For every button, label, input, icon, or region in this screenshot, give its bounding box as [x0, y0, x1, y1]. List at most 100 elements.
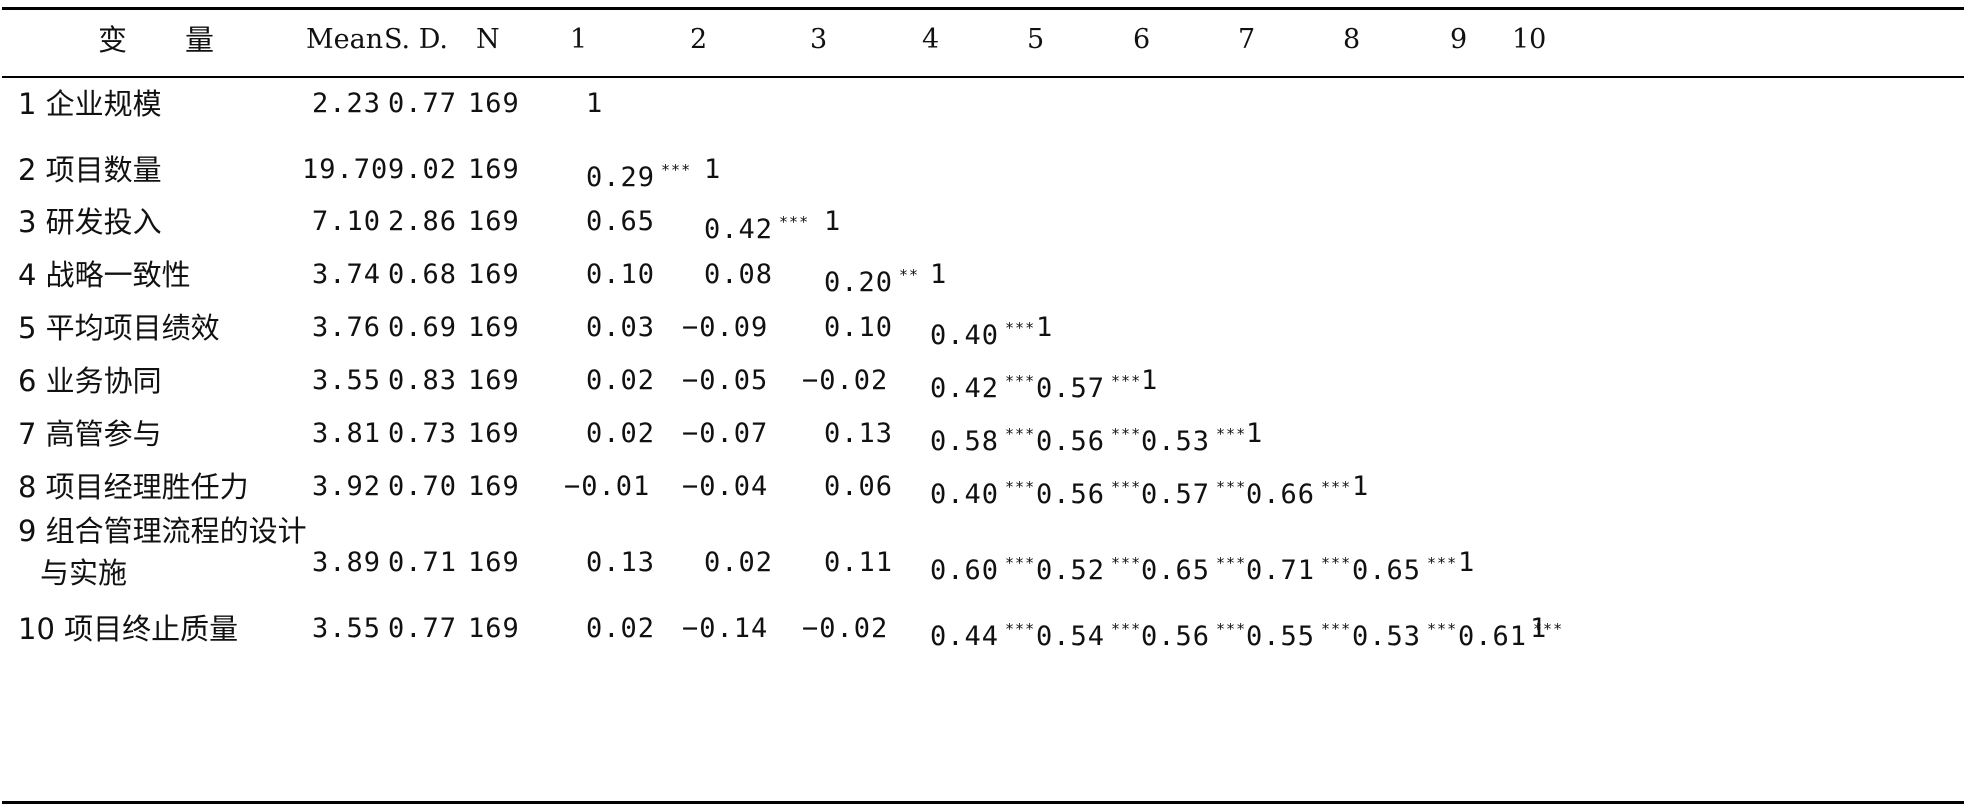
correlation-cell: 0.44 *** [930, 613, 1035, 653]
significance-marker: *** [1005, 554, 1036, 572]
significance-marker: *** [1005, 372, 1036, 390]
correlation-cell: 0.02 [586, 365, 655, 397]
significance-marker: *** [1111, 620, 1142, 638]
correlation-value: −0.09 [682, 312, 769, 343]
correlation-value: 0.44 [930, 621, 1000, 652]
row-label: 9 组合管理流程的设计 与实施 [18, 510, 307, 594]
header-col-4: 4 [922, 24, 940, 55]
correlation-cell: 0.02 [704, 547, 773, 579]
n-value: 169 [468, 613, 520, 644]
header-col-9: 9 [1450, 24, 1468, 55]
correlation-cell: 0.65 *** [1352, 547, 1457, 587]
header-col-1: 1 [570, 24, 588, 55]
significance-marker: *** [1321, 478, 1352, 496]
correlation-value: 0.42 [930, 373, 1000, 404]
correlation-value: 0.06 [824, 471, 894, 502]
significance-marker: *** [1005, 319, 1036, 337]
sd-value: 0.70 [388, 471, 458, 502]
correlation-value: 0.02 [704, 547, 774, 578]
sd-value: 0.69 [388, 312, 458, 343]
correlation-value: 1 [930, 259, 948, 290]
mean-value: 3.55 [312, 613, 382, 644]
row-label: 10 项目终止质量 [18, 612, 239, 646]
correlation-value: 0.56 [1141, 621, 1211, 652]
n-value: 169 [468, 206, 520, 237]
correlation-cell: 0.58 *** [930, 418, 1035, 458]
correlation-value: 0.29 [586, 162, 656, 193]
row-label: 6 业务协同 [18, 364, 162, 398]
mean-value: 3.76 [312, 312, 382, 343]
correlation-value: 0.10 [824, 312, 894, 343]
significance-marker: *** [1111, 478, 1142, 496]
correlation-cell: 0.57 *** [1141, 471, 1246, 511]
bottom-rule [2, 801, 1964, 804]
correlation-cell: 0.02 [586, 613, 655, 645]
row-label: 8 项目经理胜任力 [18, 470, 249, 504]
correlation-cell: 1 [1141, 365, 1158, 397]
correlation-cell: 0.06 [824, 471, 893, 503]
mean-value: 7.10 [312, 206, 382, 237]
significance-marker: *** [1427, 554, 1458, 572]
significance-marker: *** [1216, 620, 1247, 638]
correlation-value: 0.02 [586, 418, 656, 449]
correlation-cell: 0.02 [586, 418, 655, 450]
correlation-value: 0.02 [586, 613, 656, 644]
correlation-value: 1 [1458, 547, 1476, 578]
n-value: 169 [468, 312, 520, 343]
correlation-value: 1 [824, 206, 842, 237]
correlation-value: 0.53 [1352, 621, 1422, 652]
correlation-value: 1 [1352, 471, 1370, 502]
mean-value: 3.74 [312, 259, 382, 290]
correlation-cell: 0.03 [586, 312, 655, 344]
correlation-value: −0.04 [682, 471, 769, 502]
header-col-7: 7 [1238, 24, 1256, 55]
correlation-value: 0.60 [930, 555, 1000, 586]
sd-value: 0.77 [388, 613, 458, 644]
correlation-cell: 1 [1530, 613, 1547, 645]
n-value: 169 [468, 88, 520, 119]
correlation-value: 1 [1530, 613, 1548, 644]
correlation-value: −0.02 [802, 365, 889, 396]
significance-marker: *** [1216, 425, 1247, 443]
correlation-cell: 0.71 *** [1246, 547, 1351, 587]
correlation-cell: 1 [704, 154, 721, 186]
header-sd: S. D. [384, 24, 448, 55]
correlation-value: 0.02 [586, 365, 656, 396]
correlation-value: 0.54 [1036, 621, 1106, 652]
significance-marker: *** [1111, 554, 1142, 572]
correlation-value: 0.08 [704, 259, 774, 290]
correlation-cell: 0.52 *** [1036, 547, 1141, 587]
correlation-value: 1 [1246, 418, 1264, 449]
correlation-cell: 0.13 [586, 547, 655, 579]
header-col-6: 6 [1133, 24, 1151, 55]
correlation-value: 0.66 [1246, 479, 1316, 510]
header-col-8: 8 [1343, 24, 1361, 55]
correlation-cell: −0.01 [564, 471, 650, 503]
correlation-cell: −0.07 [682, 418, 768, 450]
significance-marker: *** [1005, 478, 1036, 496]
correlation-value: 1 [1141, 365, 1159, 396]
mean-value: 19.70 [302, 154, 389, 185]
significance-marker: *** [661, 161, 692, 179]
correlation-cell: 0.10 [824, 312, 893, 344]
correlation-cell: −0.02 [802, 365, 888, 397]
correlation-cell: 0.40 *** [930, 471, 1035, 511]
significance-marker: *** [1321, 620, 1352, 638]
correlation-value: 0.55 [1246, 621, 1316, 652]
correlation-cell: 0.61 *** [1458, 613, 1563, 653]
correlation-value: 0.65 [1141, 555, 1211, 586]
correlation-cell: 0.13 [824, 418, 893, 450]
correlation-value: 0.42 [704, 214, 774, 245]
significance-marker: *** [1216, 554, 1247, 572]
mean-value: 3.81 [312, 418, 382, 449]
correlation-value: −0.05 [682, 365, 769, 396]
correlation-cell: 1 [1352, 471, 1369, 503]
correlation-value: 0.58 [930, 426, 1000, 457]
significance-marker: *** [1111, 425, 1142, 443]
correlation-value: 0.13 [586, 547, 656, 578]
significance-marker: *** [1005, 620, 1036, 638]
row-label: 5 平均项目绩效 [18, 311, 220, 345]
mean-value: 3.92 [312, 471, 382, 502]
sd-value: 0.77 [388, 88, 458, 119]
